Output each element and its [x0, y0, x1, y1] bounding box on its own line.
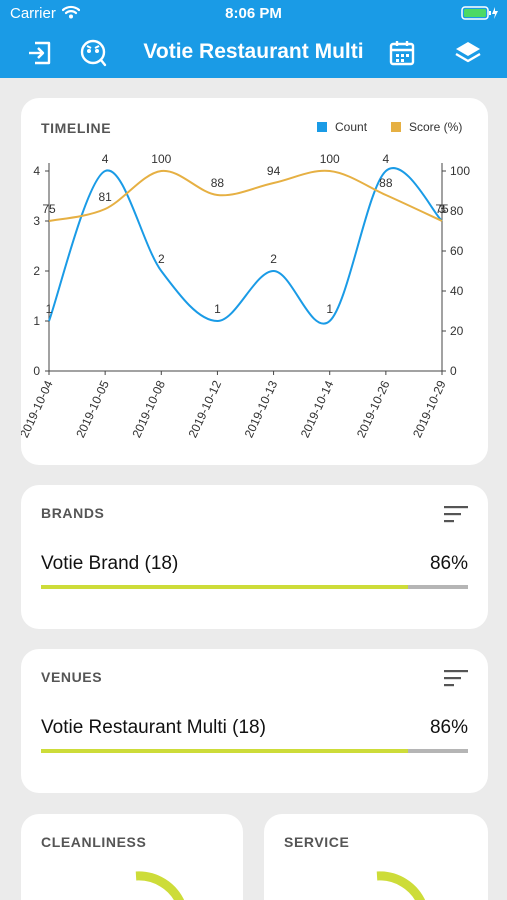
y-left-tick-label: 2 [33, 264, 40, 278]
data-label-score: 100 [320, 152, 340, 166]
timeline-title: TIMELINE [41, 120, 112, 136]
series-line-score [48, 169, 443, 222]
y-left-tick-label: 4 [33, 164, 40, 178]
x-tick-label: 2019-10-13 [242, 378, 281, 440]
x-tick-label: 2019-10-05 [73, 378, 112, 440]
nav-bar: Votie Restaurant Multi [0, 28, 507, 78]
y-left-tick-label: 1 [33, 314, 40, 328]
x-tick-label: 2019-10-12 [186, 378, 225, 440]
clock: 8:06 PM [225, 5, 282, 22]
data-label-count: 3 [439, 202, 446, 216]
layers-icon[interactable] [452, 37, 484, 69]
legend-score-swatch [391, 122, 401, 132]
x-tick-label: 2019-10-14 [298, 378, 337, 440]
data-label-score: 100 [151, 152, 171, 166]
brands-title: BRANDS [41, 505, 105, 521]
brand-percent: 86% [429, 553, 468, 574]
legend-count-swatch [317, 122, 327, 132]
legend-score: Score (%) [391, 120, 462, 134]
wifi-icon [62, 5, 80, 19]
cleanliness-card: CLEANLINESS [21, 814, 243, 900]
data-label-score: 88 [211, 176, 225, 190]
y-right-tick-label: 40 [450, 284, 464, 298]
data-label-count: 4 [383, 152, 390, 166]
brands-card: BRANDS Votie Brand (18) 86% [21, 485, 488, 629]
service-title: SERVICE [284, 834, 350, 850]
y-right-tick-label: 60 [450, 244, 464, 258]
legend-score-label: Score (%) [409, 120, 463, 134]
service-gauge [376, 871, 426, 900]
sort-icon[interactable] [444, 505, 468, 523]
status-bar: Carrier 8:06 PM [0, 0, 507, 28]
legend-count: Count [317, 120, 367, 134]
data-label-count: 2 [158, 252, 165, 266]
data-label-score: 94 [267, 164, 281, 178]
data-label-count: 1 [214, 302, 221, 316]
venues-card: VENUES Votie Restaurant Multi (18) 86% [21, 649, 488, 793]
data-label-score: 81 [98, 190, 112, 204]
carrier-label: Carrier [10, 5, 56, 22]
venue-percent: 86% [429, 717, 468, 738]
x-tick-label: 2019-10-29 [410, 378, 449, 440]
cleanliness-gauge [135, 871, 185, 900]
brand-progress-track [41, 585, 468, 589]
y-right-tick-label: 100 [450, 164, 470, 178]
x-tick-label: 2019-10-26 [354, 378, 393, 440]
x-tick-label: 2019-10-04 [21, 378, 56, 440]
venues-title: VENUES [41, 669, 103, 685]
page-title: Votie Restaurant Multi [143, 40, 364, 63]
venue-progress-fill [41, 749, 409, 753]
data-label-score: 88 [379, 176, 393, 190]
calendar-icon[interactable] [386, 37, 418, 69]
x-tick-label: 2019-10-08 [129, 378, 168, 440]
data-label-count: 2 [270, 252, 277, 266]
y-left-tick-label: 3 [33, 214, 40, 228]
data-label-count: 1 [46, 302, 53, 316]
venue-progress-track [41, 749, 468, 753]
venue-name[interactable]: Votie Restaurant Multi (18) [41, 717, 266, 738]
legend-count-label: Count [335, 120, 368, 134]
logout-icon[interactable] [24, 37, 56, 69]
brand-progress-fill [41, 585, 409, 589]
data-label-count: 1 [326, 302, 333, 316]
data-label-score: 75 [42, 202, 56, 216]
series-line-count [48, 167, 443, 325]
data-label-score: 75 [435, 202, 449, 216]
brand-name[interactable]: Votie Brand (18) [41, 553, 179, 574]
data-label-count: 4 [102, 152, 109, 166]
battery-icon [461, 6, 498, 20]
y-right-tick-label: 80 [450, 204, 464, 218]
timeline-card: TIMELINE Count Score (%) 0 1 2 3 4 0 20 40 60 80 1… [21, 98, 488, 465]
sort-icon[interactable] [444, 669, 468, 687]
cleanliness-title: CLEANLINESS [41, 834, 147, 850]
y-left-tick-label: 0 [33, 364, 40, 378]
votie-logo-icon[interactable] [78, 37, 110, 69]
y-right-tick-label: 0 [450, 364, 457, 378]
service-card: SERVICE [264, 814, 488, 900]
y-right-tick-label: 20 [450, 324, 464, 338]
